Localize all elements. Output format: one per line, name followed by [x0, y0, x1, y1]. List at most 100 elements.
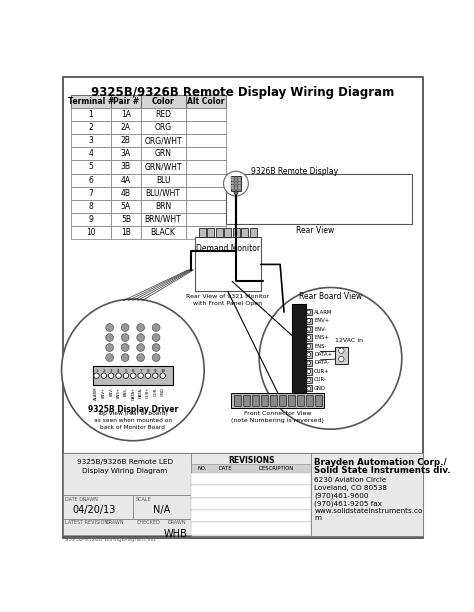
Bar	[71, 95, 111, 108]
Text: ENV-: ENV-	[109, 387, 113, 396]
Bar	[141, 108, 186, 121]
Bar	[71, 213, 111, 226]
Bar	[71, 134, 111, 147]
Text: DATA-: DATA-	[138, 387, 143, 398]
Bar	[230, 176, 241, 191]
Bar	[111, 147, 141, 160]
Text: ALARM: ALARM	[314, 310, 333, 315]
Bar	[141, 160, 186, 174]
Circle shape	[121, 344, 129, 351]
Bar	[111, 95, 141, 108]
Text: 1B: 1B	[121, 228, 131, 237]
Text: 5A: 5A	[121, 202, 131, 211]
Text: 9325B/9326B Remote LED
Display Wiring Diagram: 9325B/9326B Remote LED Display Wiring Di…	[77, 459, 173, 474]
Circle shape	[307, 319, 311, 323]
Bar	[141, 121, 186, 134]
Bar	[311, 453, 423, 536]
Text: 5: 5	[89, 163, 93, 171]
Bar	[233, 228, 240, 237]
Bar	[63, 518, 191, 536]
Text: WHB: WHB	[164, 529, 187, 539]
Text: BRN: BRN	[155, 202, 171, 211]
Bar	[270, 395, 277, 406]
Bar	[191, 453, 311, 536]
Bar	[191, 464, 311, 473]
Text: Alt Color: Alt Color	[187, 97, 225, 106]
Bar	[231, 182, 234, 184]
Bar	[111, 174, 141, 187]
Text: 5: 5	[125, 369, 127, 373]
Bar	[306, 386, 312, 392]
Circle shape	[145, 373, 151, 378]
Bar	[306, 326, 312, 332]
Bar	[111, 200, 141, 213]
Text: 1: 1	[95, 369, 98, 373]
Text: 2: 2	[89, 123, 93, 132]
Text: DATE: DATE	[219, 466, 232, 471]
Text: GND: GND	[161, 387, 164, 396]
Bar	[238, 187, 241, 189]
Circle shape	[106, 324, 113, 331]
Bar	[235, 182, 237, 184]
Bar	[238, 177, 241, 179]
Text: DATA+: DATA+	[314, 352, 332, 357]
Text: GRN/WHT: GRN/WHT	[145, 163, 182, 171]
Bar	[231, 185, 234, 187]
Text: 12VAC in: 12VAC in	[335, 338, 363, 343]
Bar	[231, 179, 234, 181]
Text: 9: 9	[154, 369, 157, 373]
Text: ENS+: ENS+	[117, 387, 120, 398]
Bar	[231, 393, 324, 408]
Bar	[238, 185, 241, 187]
Bar	[306, 368, 312, 375]
Text: Loveland, CO 80538: Loveland, CO 80538	[314, 485, 387, 491]
Bar	[186, 213, 226, 226]
Circle shape	[106, 334, 113, 341]
Bar	[141, 134, 186, 147]
Circle shape	[307, 353, 311, 356]
Text: REVISIONS: REVISIONS	[228, 456, 274, 465]
Text: 5B: 5B	[121, 215, 131, 224]
Text: 6: 6	[89, 176, 93, 185]
Text: 3B: 3B	[121, 163, 131, 171]
Circle shape	[307, 335, 311, 340]
Bar	[306, 377, 312, 383]
Bar	[141, 226, 186, 239]
Bar	[195, 237, 261, 291]
Bar	[243, 395, 250, 406]
Text: DRAWN: DRAWN	[168, 520, 186, 525]
Text: CHECKED: CHECKED	[137, 520, 161, 525]
Bar	[141, 200, 186, 213]
Bar	[186, 160, 226, 174]
Bar	[306, 395, 313, 406]
Bar	[63, 495, 133, 518]
Circle shape	[62, 299, 204, 441]
Text: CUR+: CUR+	[314, 369, 330, 374]
Bar	[186, 226, 226, 239]
Bar	[111, 213, 141, 226]
Bar	[71, 200, 111, 213]
Text: ORG: ORG	[155, 123, 172, 132]
Text: BLACK: BLACK	[151, 228, 175, 237]
Circle shape	[130, 373, 136, 378]
Text: 2: 2	[102, 369, 105, 373]
Text: N/A: N/A	[153, 506, 170, 515]
Circle shape	[152, 344, 160, 351]
Bar	[315, 395, 321, 406]
Bar	[224, 228, 231, 237]
Text: Front Connector View
(note Numbering is reversed): Front Connector View (note Numbering is …	[231, 411, 324, 423]
Text: 9325B/9326B Remote Display Wiring Diagram: 9325B/9326B Remote Display Wiring Diagra…	[91, 86, 394, 99]
Text: BLU: BLU	[156, 176, 170, 185]
Circle shape	[152, 324, 160, 331]
Bar	[306, 309, 312, 315]
Bar	[252, 395, 259, 406]
Text: Solid State Instruments div.: Solid State Instruments div.	[314, 466, 451, 475]
Bar	[186, 95, 226, 108]
Bar	[71, 226, 111, 239]
Bar	[71, 147, 111, 160]
Text: ENV+: ENV+	[102, 387, 106, 398]
Bar	[111, 160, 141, 174]
Text: CUR-: CUR-	[154, 387, 157, 397]
Bar	[235, 177, 237, 179]
Bar	[241, 228, 248, 237]
